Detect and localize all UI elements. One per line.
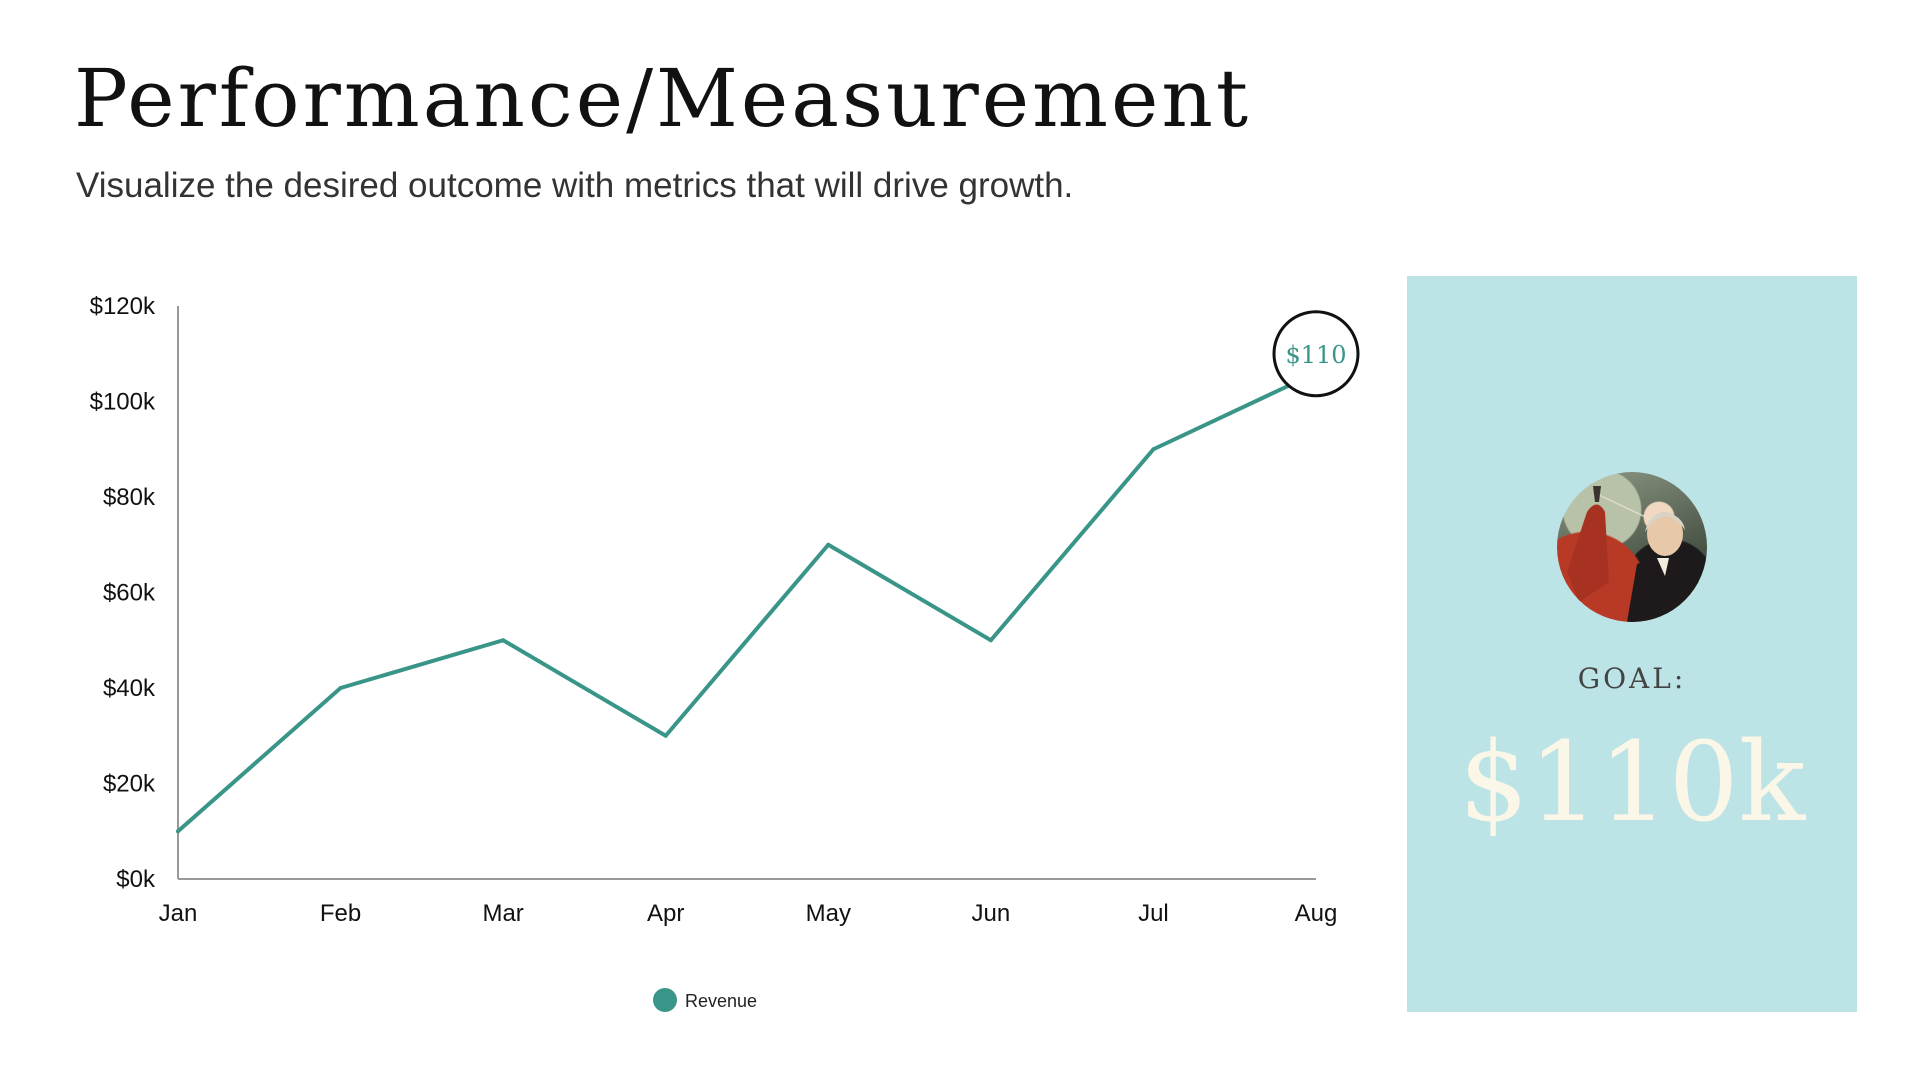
- data-point: [1151, 447, 1156, 452]
- series-layer: [176, 370, 1318, 834]
- y-tick-label: $80k: [103, 484, 156, 511]
- x-tick-label: Apr: [647, 900, 684, 927]
- x-tick-label: Mar: [482, 900, 523, 927]
- page-title: Performance/Measurement: [74, 52, 1252, 145]
- goal-panel: GOAL: $110k: [1407, 276, 1857, 1012]
- x-axis-ticks: Jan Feb Mar Apr May Jun Jul Aug: [159, 900, 1338, 927]
- goal-value: $110k: [1458, 718, 1806, 846]
- y-tick-label: $20k: [103, 771, 156, 798]
- x-tick-label: Aug: [1295, 900, 1338, 927]
- data-point: [988, 638, 993, 643]
- x-tick-label: Feb: [320, 900, 361, 927]
- chart-legend[interactable]: Revenue: [653, 988, 757, 1012]
- data-point: [501, 638, 506, 643]
- value-callout: $110: [1272, 310, 1360, 398]
- y-tick-label: $100k: [90, 389, 156, 416]
- x-tick-label: Jul: [1138, 900, 1169, 927]
- legend-swatch: [653, 988, 677, 1012]
- callout-circle: [1272, 310, 1360, 398]
- data-point: [826, 542, 831, 547]
- y-tick-label: $0k: [116, 866, 156, 893]
- data-point: [338, 686, 343, 690]
- y-axis-ticks: $0k $20k $40k $60k $80k $100k $120k: [90, 293, 156, 893]
- legend-label-revenue[interactable]: Revenue: [685, 991, 757, 1011]
- portrait-illustration-icon: [1567, 486, 1707, 622]
- callout-label: $110: [1285, 341, 1346, 369]
- revenue-line-chart: $0k $20k $40k $60k $80k $100k $120k Jan Feb Mar A…: [90, 293, 1360, 1012]
- x-tick-label: Jan: [159, 900, 198, 927]
- data-point: [663, 733, 668, 738]
- series-line-revenue: [176, 370, 1318, 834]
- y-tick-label: $40k: [103, 675, 156, 702]
- x-tick-label: May: [806, 900, 851, 927]
- goal-label: GOAL:: [1577, 662, 1687, 695]
- data-point: [176, 829, 180, 834]
- page-subtitle: Visualize the desired outcome with metri…: [76, 166, 1074, 205]
- y-tick-label: $120k: [90, 293, 156, 320]
- avatar: [1557, 472, 1707, 622]
- y-tick-label: $60k: [103, 580, 156, 607]
- x-tick-label: Jun: [972, 900, 1011, 927]
